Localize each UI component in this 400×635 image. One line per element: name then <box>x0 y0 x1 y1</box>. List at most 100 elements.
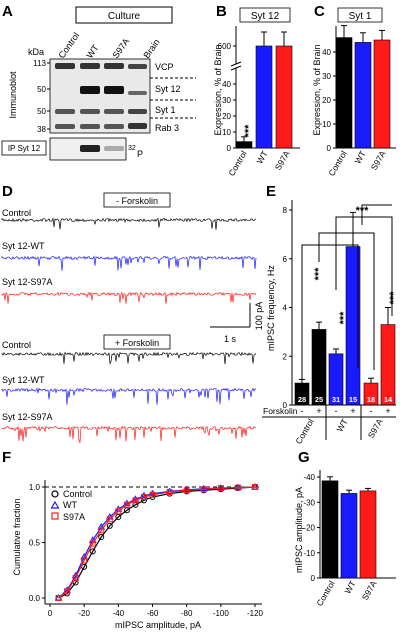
lane-label-control: Control <box>56 31 81 61</box>
panel-f-ytick-label: 1.0 <box>29 483 41 492</box>
p32-label: P <box>137 149 143 159</box>
panel-f-point-control <box>106 522 113 529</box>
blot-membrane <box>49 58 151 134</box>
panel-f-point-s97a <box>183 487 190 494</box>
forskolin-sign: + <box>385 406 390 416</box>
panel-e-frequency-chart: mIPSC frequency, Hz 0 2 4 6 8 28 25 31 15 18 14 **… <box>262 200 400 446</box>
panel-c-bar-wt <box>354 42 372 149</box>
panel-f-point-s97a <box>64 588 71 595</box>
trace-label-control-top: Control <box>2 208 31 218</box>
panel-f-point-wt <box>131 495 140 502</box>
band-syt1-brain <box>128 109 147 114</box>
panel-b-ytick-label: 10 <box>222 128 231 137</box>
panel-f-point-s97a <box>132 497 139 504</box>
panel-d-traces: - Forskolin Control Syt 12-WT Syt 12-S97… <box>1 192 264 443</box>
panel-g-xlabel-control: Control <box>314 579 336 608</box>
trace-label-wt-top: Syt 12-WT <box>2 241 45 251</box>
legend-s97a-label: S97A <box>63 512 85 522</box>
panel-e-ytick-label: 4 <box>283 304 288 313</box>
panel-f-xtick-label: -120 <box>247 609 264 618</box>
panel-c-ytick-label: 30 <box>322 72 331 81</box>
panel-b-title-box <box>239 7 291 23</box>
panel-g-bar-control <box>321 480 339 579</box>
band-syt1-wt <box>80 109 100 114</box>
panel-f-xlabel: mIPSC amplitude, pA <box>115 620 201 630</box>
panel-letter-f: F <box>2 449 11 466</box>
forskolin-sign: - <box>301 406 304 416</box>
panel-e-significance-4: *** <box>388 291 400 305</box>
band-syt12-s97a <box>104 86 124 94</box>
panel-c-ytick-label: 10 <box>322 120 331 129</box>
mw-marker-38: 38 <box>37 125 46 134</box>
band-syt1-control <box>55 109 75 114</box>
panel-e-ytick-label: 0 <box>283 401 288 410</box>
panel-f-point-wt <box>165 487 174 494</box>
panel-f-xtick-label: 0 <box>48 609 53 618</box>
panel-f-point-s97a <box>166 488 173 495</box>
panel-g-ylabel: mIPSC amplitude, pA <box>294 487 304 573</box>
panel-e-ytick-label: 6 <box>283 255 288 264</box>
panel-letter-g: G <box>298 449 310 466</box>
panel-b-title: Syt 12 <box>251 11 280 22</box>
legend-s97a-square <box>51 512 59 520</box>
panel-f-point-s97a <box>89 540 96 547</box>
panel-c-title: Syt 1 <box>349 11 372 22</box>
panel-b-xlabel-s97a: S97A <box>273 149 292 172</box>
panel-f-point-s97a <box>200 486 207 493</box>
band-vcp-wt <box>80 63 100 69</box>
ip-band-wt <box>80 145 100 152</box>
panel-f-point-s97a <box>106 516 113 523</box>
panel-b-axis-break <box>230 61 242 71</box>
panel-e-ylabel: mIPSC frequency, Hz <box>266 265 276 351</box>
scale-bar-x-label: 1 s <box>224 334 237 344</box>
panel-f-point-s97a <box>115 508 122 515</box>
panel-f-point-control <box>89 548 96 555</box>
minus-forskolin-box <box>103 192 171 208</box>
forskolin-label: Forskolin <box>263 406 298 416</box>
mw-marker-50b: 50 <box>37 107 46 116</box>
plus-forskolin-label: + Forskolin <box>115 338 159 348</box>
ip-label: IP Syt 12 <box>8 144 41 153</box>
panel-f-point-s97a <box>252 484 258 490</box>
ip-band-s97a <box>104 146 124 151</box>
panel-letter-c: C <box>314 3 325 20</box>
band-vcp-brain <box>128 64 147 69</box>
band-syt12-brain <box>128 91 147 95</box>
minus-forskolin-label: - Forskolin <box>116 196 158 206</box>
panel-e-n-label: 31 <box>332 395 340 404</box>
panel-g-bar-s97a <box>359 490 377 579</box>
mw-marker-113: 113 <box>33 59 46 68</box>
ip-label-box <box>1 140 47 156</box>
panel-f-point-control <box>123 507 130 514</box>
panel-e-significance-3: *** <box>356 205 370 217</box>
panel-g-ytick-label: 0 <box>311 574 316 583</box>
panel-f-line-s97a <box>58 486 256 599</box>
panel-c-bar-control <box>335 37 353 149</box>
panel-f-point-wt <box>140 491 148 499</box>
panel-b-significance: *** <box>243 124 255 138</box>
panel-b-bar-s97a <box>275 45 293 149</box>
panel-f-point-s97a <box>72 575 79 582</box>
forskolin-sign: + <box>316 406 321 416</box>
panel-c-ytick-label: 20 <box>322 96 331 105</box>
lane-label-wt: WT <box>84 43 101 61</box>
panel-f-xtick-label: -100 <box>213 609 230 618</box>
panel-e-ytick-label: 8 <box>283 206 288 215</box>
panel-c-bar-s97a <box>373 39 391 149</box>
panel-b-syt12-chart: Syt 12 Expression, % of Brain 0 10 20 30 40 6… <box>213 7 300 178</box>
panel-f-xtick-label: -20 <box>78 609 90 618</box>
trace-label-s97a-bottom: Syt 12-S97A <box>2 412 53 422</box>
band-label-vcp: VCP <box>155 62 174 72</box>
panel-b-ytick-label: 40 <box>222 80 231 89</box>
panel-e-significance-2: *** <box>338 311 350 325</box>
panel-f-cumulative-plot: Cumulative fraction mIPSC amplitude, pA … <box>12 480 264 630</box>
panel-f-ylabel: Cumulative fraction <box>12 498 22 575</box>
panel-f-xtick-label: -60 <box>147 609 159 618</box>
legend-wt-triangle <box>50 500 60 509</box>
panel-f-point-s97a <box>149 491 156 498</box>
panel-f-point-s97a <box>123 501 130 508</box>
forskolin-sign: + <box>350 406 355 416</box>
panel-b-xlabel-control: Control <box>226 149 248 178</box>
panel-e-n-label: 18 <box>367 395 375 404</box>
